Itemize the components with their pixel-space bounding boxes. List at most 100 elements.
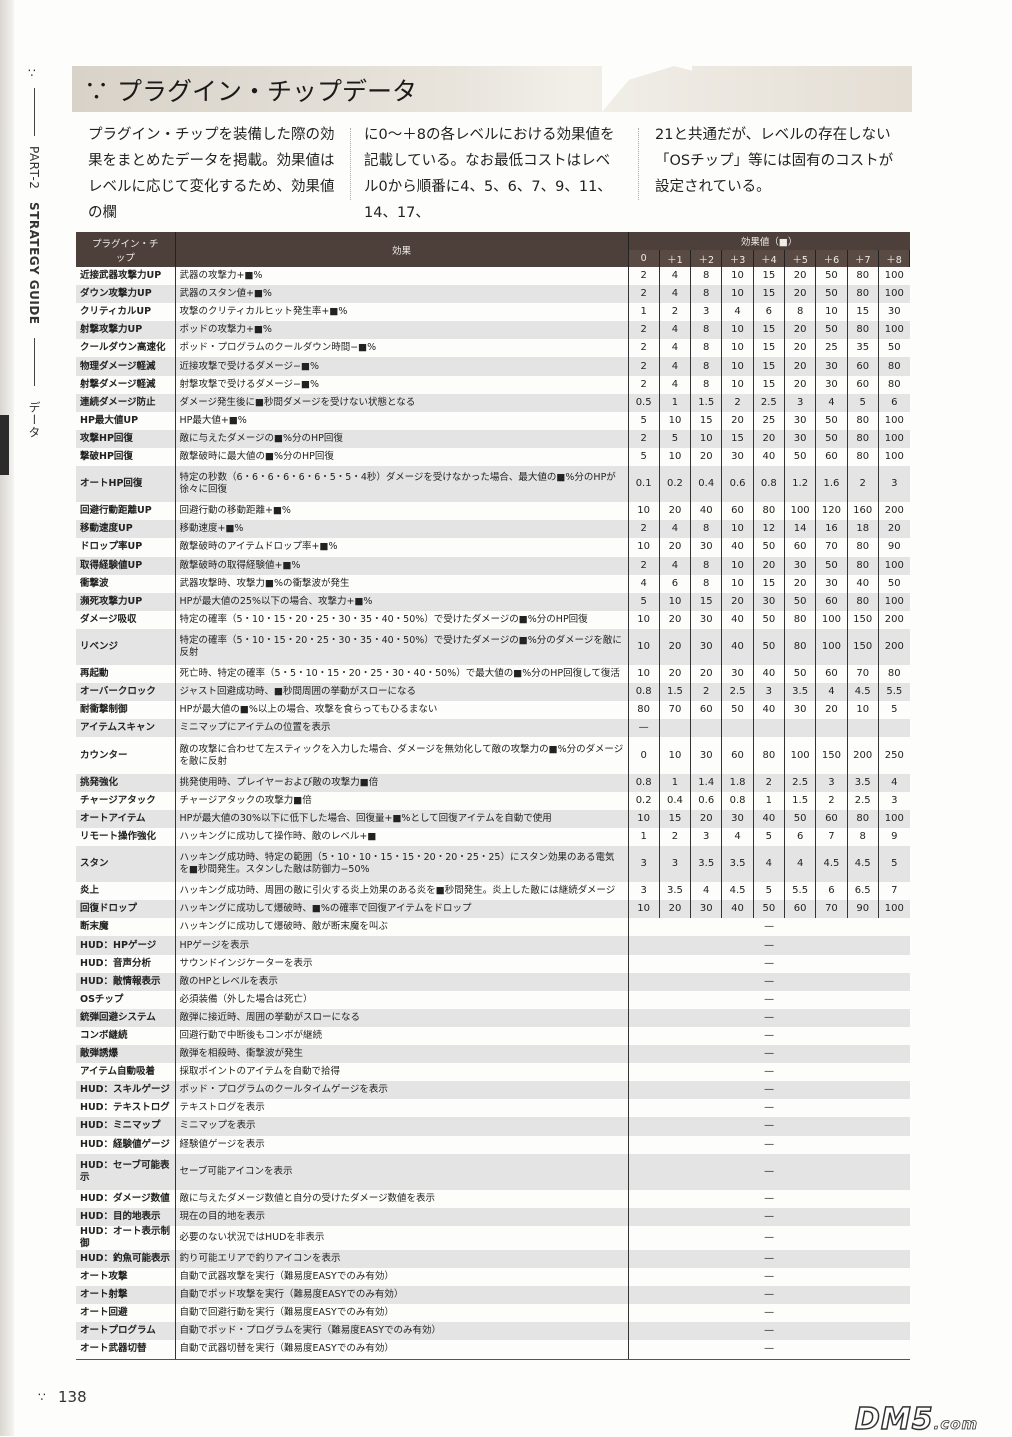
chip-name: オート回避 [76, 1304, 176, 1323]
chip-name: 敵弾誘爆 [76, 1045, 176, 1064]
level-value: 200 [884, 613, 904, 625]
level-value: 15 [753, 574, 785, 593]
level-value: 8 [784, 303, 817, 322]
chip-name: HUD：敵情報表示 [76, 972, 176, 991]
level-value: 10 [721, 375, 754, 394]
chip-name: リベンジ [76, 628, 176, 666]
level-value: 0.8 [628, 773, 660, 792]
level-value: 10 [721, 267, 754, 286]
level-value: 100 [884, 270, 904, 282]
level-value: 70 [815, 538, 848, 557]
level-value: 10 [628, 538, 660, 557]
chip-name: 近接武器攻撃力UP [76, 267, 176, 286]
table-row: 射撃攻撃力UP ポッドの攻撃力+■% 2 4 8 10 15 20 50 80 100 [76, 321, 910, 340]
table-row: オート回避 自動で回避行動を実行（難易度EASYでのみ有効） — [76, 1304, 910, 1323]
level-value: 40 [721, 628, 754, 666]
level-value: 9 [891, 830, 898, 842]
level-value: 30 [690, 628, 723, 666]
level-value: 10 [847, 701, 879, 720]
page-title: ∵ プラグイン・チップデータ [84, 77, 417, 106]
chip-name: 銃弾回避システム [76, 1008, 176, 1027]
level-value: 4 [659, 321, 692, 340]
chip-name: 炎上 [76, 882, 176, 901]
level-value: 2.5 [721, 683, 754, 702]
chip-effect: 死亡時、特定の確率（5・5・10・15・20・25・30・40・50%）で最大値… [175, 665, 629, 684]
level-value: 40 [753, 665, 785, 684]
level-value: 30 [784, 429, 817, 448]
level-value: 3 [784, 393, 817, 412]
chip-effect: ミニマップにアイテムの位置を表示 [175, 719, 629, 738]
chip-effect: 敵撃破時のアイテムドロップ率+■% [175, 538, 629, 557]
level-value: 5 [891, 704, 898, 716]
chip-name: クリティカルUP [76, 303, 176, 322]
chip-effect: 採取ポイントのアイテムを自動で拾得 [175, 1063, 629, 1082]
level-value: 30 [690, 900, 723, 919]
level-value: 200 [884, 505, 904, 517]
chip-name: ダメージ吸収 [76, 610, 176, 629]
level-value: 0.4 [659, 791, 692, 810]
level-value: 5 [847, 393, 879, 412]
table-row: 敵弾誘爆 敵弾を相殺時、衝撃波が発生 — [76, 1045, 910, 1064]
level-value: 80 [887, 378, 901, 390]
level-value: 20 [753, 556, 785, 575]
level-value: 5 [878, 846, 910, 883]
level-value: 7 [815, 827, 848, 846]
level-value: 6 [659, 574, 692, 593]
table-row: オートアイテム HPが最大値の30%以下に低下した場合、回復量+■%として回復アイ… [76, 809, 910, 828]
level-value: 5 [628, 592, 660, 611]
chip-effect: ハッキング成功時、周囲の敵に引火する炎上効果のある炎を■秒間発生。炎上した敵には… [175, 882, 629, 901]
level-value: 15 [753, 357, 785, 376]
level-value: 4 [690, 882, 723, 901]
level-value: 4 [815, 393, 848, 412]
level-value: 10 [721, 574, 754, 593]
level-value: 2.5 [784, 773, 817, 792]
level-value: 80 [847, 321, 879, 340]
chip-effect: ハッキングに成功して爆破時、■%の確率で回復アイテムをドロップ [175, 900, 629, 919]
header-level: ＋4 [753, 250, 785, 267]
column-divider [350, 128, 351, 200]
level-value: 15 [753, 375, 785, 394]
level-value: 4 [784, 846, 817, 883]
table-row: オート射撃 自動でポッド攻撃を実行（難易度EASYでのみ有効） — [76, 1286, 910, 1305]
level-value: 100 [784, 737, 817, 774]
table-row: 射撃ダメージ軽減 射撃攻撃で受けるダメージ−■% 2 4 8 10 15 20 30 60 80 [76, 375, 910, 394]
table-row: HP最大値UP HP最大値+■% 5 10 15 20 25 30 50 80 100 [76, 411, 910, 430]
level-value: 20 [690, 447, 723, 467]
level-value: 10 [721, 321, 754, 340]
level-value: 3 [878, 466, 910, 503]
table-row: HUD：ミニマップ ミニマップを表示 — [76, 1117, 910, 1136]
chip-effect: 敵撃破時に最大値の■%分のHP回復 [175, 447, 629, 467]
no-value: — [764, 1029, 775, 1041]
level-value: 15 [659, 809, 692, 828]
level-value: 1 [659, 393, 692, 412]
chip-name: カウンター [76, 737, 176, 774]
level-value: 15 [753, 267, 785, 286]
chip-name: オートプログラム [76, 1322, 176, 1341]
chip-effect: サウンドインジケーターを表示 [175, 954, 629, 973]
level-value: 20 [784, 267, 817, 286]
level-value: 40 [753, 447, 785, 467]
level-value: 4 [815, 683, 848, 702]
level-value: 8 [690, 556, 723, 575]
level-value: 8 [690, 375, 723, 394]
chip-name: オーバークロック [76, 683, 176, 702]
chip-effect: ポッド・プログラムのクールタイムゲージを表示 [175, 1081, 629, 1100]
level-value: 50 [815, 321, 848, 340]
level-value: 8 [690, 267, 723, 286]
chip-name: HUD：ミニマップ [76, 1117, 176, 1136]
level-value: 80 [878, 357, 910, 376]
chip-effect: ジャスト回避成功時、■秒間周囲の挙動がスローになる [175, 683, 629, 702]
level-value: 1 [628, 303, 660, 322]
level-value: 100 [878, 321, 910, 340]
level-value: 10 [659, 411, 692, 430]
chip-effect: HPが最大値の30%以下に低下した場合、回復量+■%として回復アイテムを自動で使… [175, 809, 629, 828]
level-value: 8 [690, 285, 723, 304]
chip-name: ドロップ率UP [76, 538, 176, 557]
chip-effect: 自動で武器攻撃を実行（難易度EASYでのみ有効） [175, 1268, 629, 1287]
level-value: 20 [690, 665, 723, 684]
level-value: 20 [721, 592, 754, 611]
chip-effect: ポッドの攻撃力+■% [175, 321, 629, 340]
level-value: 20 [784, 574, 817, 593]
table-row: ダウン攻撃力UP 武器のスタン値+■% 2 4 8 10 15 20 50 80 100 [76, 285, 910, 304]
table-row: HUD：テキストログ テキストログを表示 — [76, 1099, 910, 1118]
